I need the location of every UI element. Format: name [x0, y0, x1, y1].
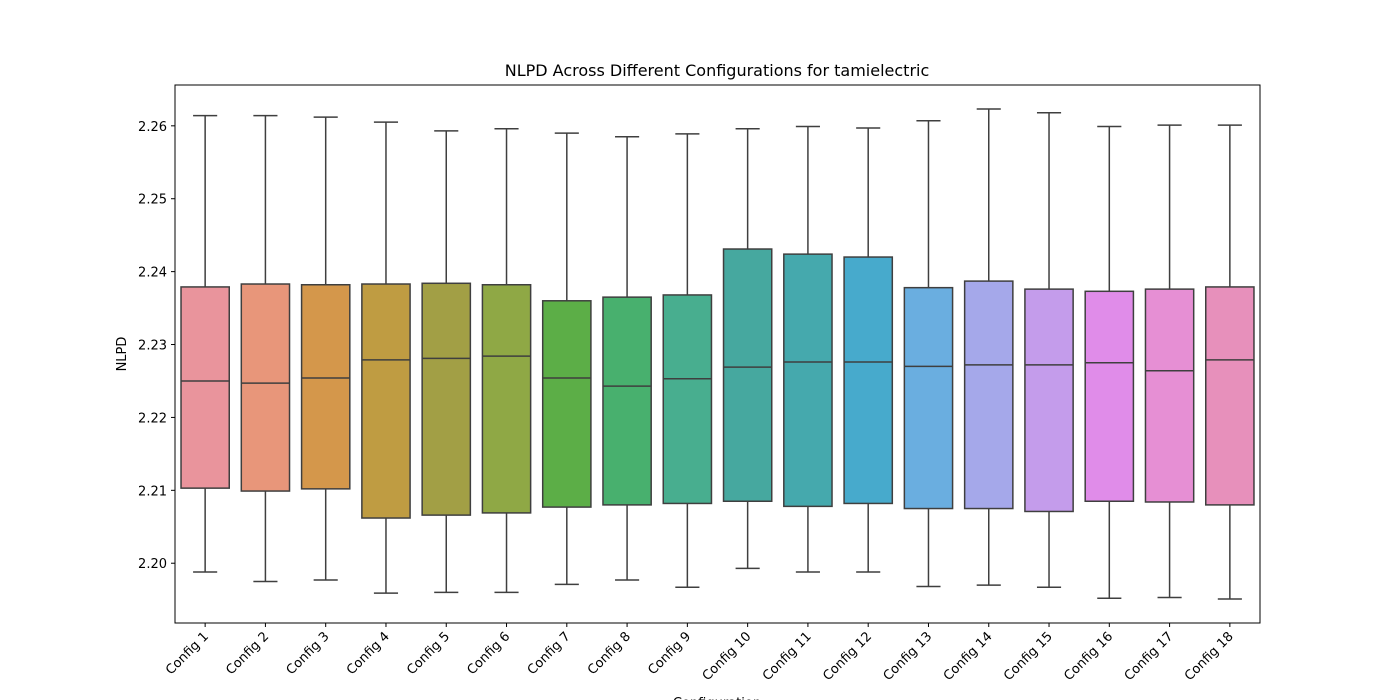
x-tick-label: Config 15 — [1001, 629, 1056, 684]
box — [361, 283, 411, 519]
box — [240, 283, 291, 492]
box — [843, 256, 894, 505]
plot-frame — [174, 84, 1261, 624]
box — [963, 280, 1014, 510]
x-tick-label: Config 3 — [284, 629, 333, 678]
x-tick-label: Config 12 — [820, 629, 875, 684]
box — [783, 253, 833, 508]
y-tick-label: 2.25 — [138, 193, 167, 208]
x-axis-label: Configuration — [673, 696, 761, 700]
x-tick-label: Config 11 — [760, 629, 815, 684]
y-axis-label: NLPD — [115, 337, 130, 372]
x-tick-label: Config 10 — [700, 629, 755, 684]
box — [1084, 290, 1135, 503]
x-tick-label: Config 5 — [404, 629, 453, 678]
box — [541, 300, 592, 508]
chart-title: NLPD Across Different Configurations for… — [505, 61, 930, 80]
box — [481, 283, 532, 514]
x-tick-label: Config 14 — [941, 629, 996, 684]
y-tick-label: 2.20 — [138, 557, 167, 572]
box — [180, 286, 230, 489]
box — [1205, 286, 1255, 506]
x-tick-label: Config 8 — [585, 629, 634, 678]
x-tick-label: Config 1 — [163, 629, 212, 678]
x-tick-label: Config 6 — [464, 629, 513, 678]
box — [903, 286, 954, 510]
box — [300, 283, 351, 490]
x-tick-label: Config 4 — [344, 629, 393, 678]
y-tick-label: 2.22 — [138, 411, 167, 426]
box — [602, 296, 652, 506]
x-tick-label: Config 13 — [881, 629, 936, 684]
y-tick-label: 2.21 — [138, 484, 167, 499]
box — [1024, 288, 1074, 513]
x-tick-label: Config 9 — [645, 629, 694, 678]
y-tick-label: 2.24 — [138, 266, 167, 281]
x-tick-label: Config 18 — [1182, 629, 1237, 684]
box — [421, 282, 472, 516]
x-tick-label: Config 7 — [525, 629, 574, 678]
box — [662, 294, 713, 505]
y-tick-label: 2.23 — [138, 339, 167, 354]
x-tick-label: Config 16 — [1061, 629, 1116, 684]
box — [722, 248, 773, 503]
x-tick-label: Config 17 — [1122, 629, 1177, 684]
y-tick-label: 2.26 — [138, 120, 167, 135]
box — [1144, 288, 1195, 503]
x-tick-label: Config 2 — [223, 629, 272, 678]
